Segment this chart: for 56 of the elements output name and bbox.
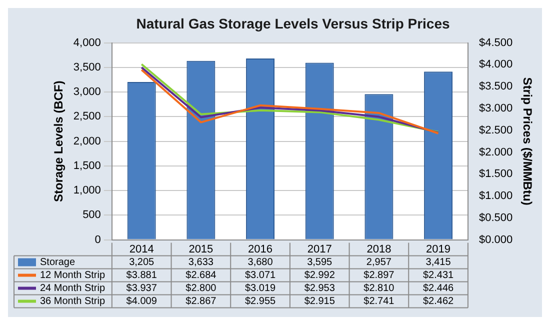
x-tick-label: 2018: [366, 243, 392, 256]
y-tick-label: 2,500: [73, 110, 101, 123]
data-label: 3,415: [426, 257, 452, 268]
data-label: $2.897: [364, 270, 395, 282]
data-label: $2.462: [422, 296, 454, 308]
y2-tick-label: $4.500: [478, 36, 513, 49]
data-label: $3.881: [126, 270, 158, 282]
data-label: $2.684: [186, 270, 217, 282]
data-label: $2.800: [186, 283, 217, 294]
y2-tick-label: $2.500: [478, 124, 513, 136]
data-label: $2.953: [304, 283, 336, 294]
data-label: $2.431: [422, 270, 454, 282]
x-tick-label: 2015: [188, 243, 214, 256]
legend-label: 24 Month Strip: [40, 283, 106, 294]
y2-tick-label: $1.500: [478, 168, 513, 180]
y-tick-label: 1,500: [73, 160, 101, 172]
data-label: $2.741: [364, 296, 395, 308]
data-label: $4.009: [126, 296, 158, 308]
legend-label: 12 Month Strip: [40, 270, 106, 282]
x-tick-label: 2019: [426, 243, 451, 256]
data-label: 2,957: [366, 257, 392, 268]
x-tick-label: 2016: [248, 243, 273, 256]
y2-tick-label: $3.500: [478, 80, 513, 93]
y-axis-title: Storage Levels (BCF): [52, 80, 66, 202]
data-label: $3.019: [244, 283, 276, 294]
y-tick-label: 3,500: [73, 61, 101, 74]
y2-tick-label: $0.000: [478, 234, 513, 246]
legend-label: Storage: [40, 257, 76, 268]
data-label: $3.937: [126, 283, 158, 294]
data-label: $2.915: [304, 296, 336, 308]
x-tick-label: 2017: [307, 243, 332, 256]
data-label: $2.867: [186, 296, 217, 308]
y-tick-label: 3,000: [73, 86, 101, 98]
data-label: 3,205: [129, 257, 155, 268]
y2-tick-label: $3.000: [478, 102, 513, 114]
y2-axis-title: Strip Prices ($/MMBtu): [520, 77, 534, 206]
y-tick-label: 2,000: [73, 135, 101, 148]
legend-label: 36 Month Strip: [40, 296, 106, 308]
y-tick-label: 4,000: [73, 36, 101, 49]
y2-tick-label: $2.000: [478, 146, 513, 158]
y2-tick-label: $4.000: [478, 58, 513, 71]
y-tick-label: 1,000: [73, 184, 101, 197]
data-label: $2.955: [244, 296, 276, 308]
data-label: 3,595: [307, 257, 333, 268]
y2-tick-label: $1.000: [478, 190, 513, 202]
y2-tick-label: $0.500: [478, 212, 513, 224]
data-label: $2.992: [304, 270, 336, 282]
y-tick-label: 0: [94, 234, 101, 246]
data-label: 3,680: [248, 257, 274, 268]
data-label: $3.071: [244, 270, 276, 282]
y-tick-label: 500: [82, 209, 101, 222]
x-tick-label: 2014: [129, 243, 154, 256]
data-label: $2.810: [364, 283, 395, 294]
data-label: 3,633: [188, 257, 214, 268]
chart-title: Natural Gas Storage Levels Versus Strip Prices: [136, 15, 450, 32]
data-label: $2.446: [422, 283, 454, 294]
